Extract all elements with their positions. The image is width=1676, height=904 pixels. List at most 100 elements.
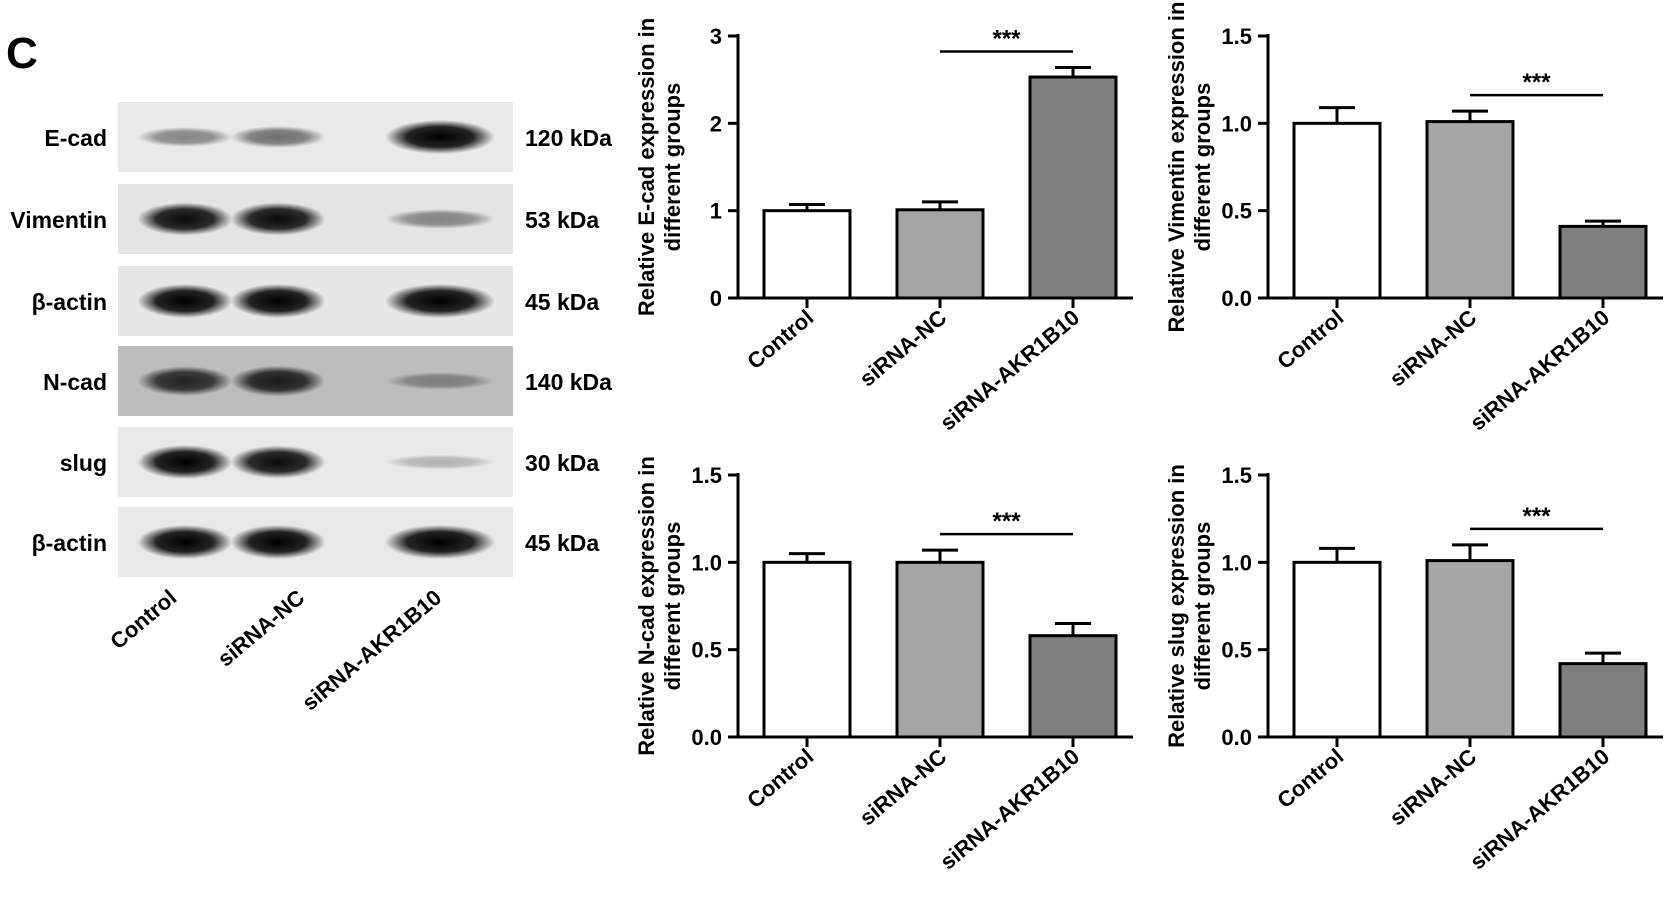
y-tick-label: 0 [710, 286, 722, 311]
x-tick-label: siRNA-AKR1B10 [1465, 305, 1614, 436]
y-axis-label: Relative slug expression indifferent gro… [1164, 464, 1215, 748]
blot-band [230, 365, 326, 397]
x-tick-label: siRNA-NC [855, 305, 952, 392]
significance-label: *** [1522, 503, 1551, 530]
protein-label: slug [60, 450, 107, 476]
significance-label: *** [992, 25, 1021, 52]
blot-band [230, 525, 326, 559]
blot-lane-label: siRNA-AKR1B10 [297, 585, 446, 716]
significance-label: *** [1522, 69, 1551, 96]
blot-band [385, 120, 495, 154]
bar [762, 209, 852, 300]
molecular-weight-label: 120 kDa [525, 125, 612, 151]
blot-row: β-actin 45 kDa [32, 266, 599, 336]
y-axis-label-line: different groups [1190, 522, 1215, 691]
blot-row: N-cad 140 kDa [43, 346, 612, 416]
bar-chart: 0.0 0.5 1.0 1.5 Control siRNA-NCsiRNA-AKR1B10… [1164, 463, 1663, 874]
x-tick-label: Control [1272, 744, 1348, 813]
protein-label: β-actin [32, 530, 107, 556]
x-tick-label: Control [1272, 305, 1348, 374]
bar [1028, 75, 1118, 300]
x-tick-label: siRNA-AKR1B10 [935, 744, 1084, 875]
y-axis-label-line: Relative E-cad expression in [634, 18, 659, 316]
y-tick-label: 0.0 [1221, 286, 1252, 311]
western-blot: E-cad 120 kDa Vimentin 53 kDa β-actin 45 kDa N… [10, 102, 612, 715]
y-tick-label: 1.0 [691, 550, 722, 575]
y-axis-label: Relative E-cad expression indifferent gr… [634, 18, 685, 316]
y-axis-label-line: Relative Vimentin expression in [1164, 2, 1189, 333]
blot-band [230, 445, 326, 479]
x-tick-label: siRNA-NC [1385, 744, 1482, 831]
x-tick-label: siRNA-NC [855, 744, 952, 831]
x-tick-label: siRNA-AKR1B10 [1465, 744, 1614, 875]
x-tick-label: siRNA-AKR1B10 [935, 305, 1084, 436]
y-tick-label: 3 [710, 24, 722, 49]
blot-band [385, 525, 495, 559]
bar [1425, 559, 1515, 739]
blot-band [137, 284, 233, 318]
blot-band [230, 202, 326, 236]
y-tick-label: 0.5 [691, 638, 722, 663]
y-tick-label: 0.5 [1221, 638, 1252, 663]
blot-lane-label: Control [105, 585, 181, 654]
bar-chart: 0.0 0.5 1.0 1.5 Control siRNA-NCsiRNA-AKR1B10… [634, 456, 1133, 874]
panel-label: C [6, 29, 38, 78]
bar [1292, 121, 1382, 300]
y-tick-label: 1.0 [1221, 111, 1252, 136]
y-tick-label: 0.0 [1221, 725, 1252, 750]
protein-label: E-cad [44, 125, 107, 151]
blot-row: E-cad 120 kDa [44, 102, 612, 172]
y-axis-label: Relative N-cad expression indifferent gr… [634, 456, 685, 756]
x-tick-label: Control [742, 305, 818, 374]
bar [1558, 224, 1648, 300]
blot-band [230, 126, 326, 148]
blot-row: β-actin 45 kDa [32, 507, 599, 577]
bar [895, 208, 985, 300]
blot-band [137, 445, 233, 479]
blot-band [137, 127, 233, 147]
bar [1425, 120, 1515, 300]
protein-label: Vimentin [10, 207, 107, 233]
y-axis-label-line: different groups [660, 522, 685, 691]
blot-band [385, 372, 495, 390]
bar [1558, 662, 1648, 739]
y-tick-label: 1.5 [1221, 463, 1252, 488]
y-axis-label-line: Relative slug expression in [1164, 464, 1189, 748]
blot-row: slug 30 kDa [60, 427, 599, 497]
blot-band [137, 202, 233, 236]
y-tick-label: 0.5 [1221, 199, 1252, 224]
blot-band [137, 366, 233, 396]
y-axis-label-line: different groups [660, 83, 685, 252]
molecular-weight-label: 45 kDa [525, 530, 599, 556]
bar [895, 560, 985, 739]
y-axis-label-line: Relative N-cad expression in [634, 456, 659, 756]
y-tick-label: 2 [710, 111, 722, 136]
bar [1292, 560, 1382, 739]
blot-band [230, 284, 326, 318]
molecular-weight-label: 53 kDa [525, 207, 599, 233]
y-tick-label: 0.0 [691, 725, 722, 750]
protein-label: β-actin [32, 289, 107, 315]
blot-row: Vimentin 53 kDa [10, 184, 599, 254]
molecular-weight-label: 140 kDa [525, 369, 612, 395]
protein-label: N-cad [43, 369, 107, 395]
blot-band [385, 209, 495, 229]
blot-band [137, 525, 233, 559]
y-tick-label: 1.5 [1221, 24, 1252, 49]
blot-lane-label: siRNA-NC [213, 585, 310, 672]
molecular-weight-label: 45 kDa [525, 289, 599, 315]
blot-band [385, 284, 495, 318]
y-axis-label: Relative Vimentin expression indifferent… [1164, 2, 1215, 333]
bar [762, 560, 852, 739]
bar-chart: 0.0 0.5 1.0 1.5 Control siRNA-NCsiRNA-AKR1B10… [1164, 2, 1663, 436]
blot-band [385, 454, 495, 470]
y-tick-label: 1.5 [691, 463, 722, 488]
y-axis-label-line: different groups [1190, 83, 1215, 252]
y-tick-label: 1.0 [1221, 550, 1252, 575]
molecular-weight-label: 30 kDa [525, 450, 599, 476]
y-tick-label: 1 [710, 199, 722, 224]
bar [1028, 634, 1118, 739]
